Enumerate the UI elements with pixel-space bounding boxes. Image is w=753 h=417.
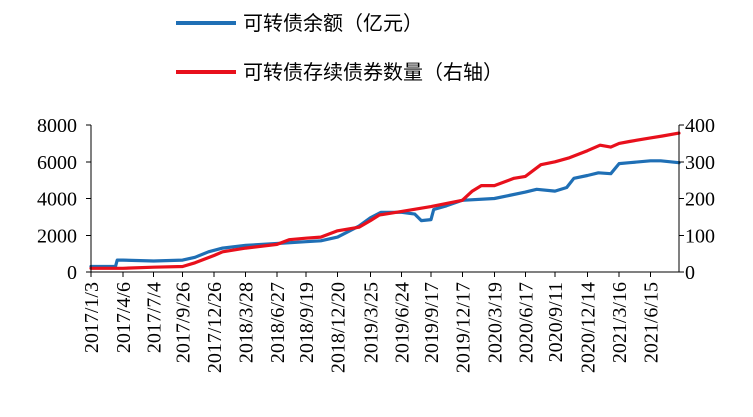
x-tick-label: 2017/4/6 (113, 282, 135, 353)
right-y-tick-label: 300 (685, 152, 715, 174)
x-tick-label: 2021/6/15 (640, 282, 662, 363)
axes: 0 2000 4000 6000 8000 0 100 200 300 400 2017/1/3 20… (37, 115, 715, 373)
x-tick-label: 2018/9/19 (296, 282, 318, 363)
left-y-tick-label: 8000 (37, 115, 77, 137)
x-tick-label: 2019/12/17 (452, 282, 474, 373)
legend: 可转债余额（亿元） 可转债存续债券数量（右轴） (176, 11, 503, 84)
right-y-tick-label: 200 (685, 189, 715, 211)
legend-label-2: 可转债存续债券数量（右轴） (243, 60, 503, 84)
x-tick-label: 2020/12/14 (577, 282, 599, 373)
right-y-tick-label: 0 (685, 262, 695, 284)
x-tick-label: 2017/1/3 (81, 282, 103, 353)
x-tick-label: 2019/3/25 (360, 282, 382, 363)
x-tick-label: 2021/3/16 (609, 282, 631, 363)
x-tick-label: 2017/12/26 (204, 282, 226, 373)
series-line-2 (89, 131, 681, 270)
x-tick-label: 2020/6/17 (515, 282, 537, 363)
left-y-tick-label: 6000 (37, 152, 77, 174)
left-y-tick-label: 4000 (37, 189, 77, 211)
x-tick-label: 2019/9/17 (421, 282, 443, 363)
series-line-1 (89, 159, 681, 269)
plot-lines (89, 131, 681, 270)
x-tick-label: 2019/6/24 (392, 282, 414, 363)
x-tick-label: 2017/7/4 (144, 282, 166, 353)
x-tick-label: 2020/3/19 (484, 282, 506, 363)
x-tick-label: 2018/6/27 (267, 282, 289, 363)
x-tick-label: 2018/3/28 (236, 282, 258, 363)
left-y-tick-label: 0 (67, 262, 77, 284)
x-tick-label: 2018/12/20 (328, 282, 350, 373)
x-tick-label: 2017/9/26 (173, 282, 195, 363)
left-y-tick-label: 2000 (37, 225, 77, 247)
right-y-tick-label: 100 (685, 225, 715, 247)
legend-label-1: 可转债余额（亿元） (243, 11, 423, 35)
x-tick-label: 2020/9/11 (545, 282, 567, 362)
right-y-tick-label: 400 (685, 115, 715, 137)
